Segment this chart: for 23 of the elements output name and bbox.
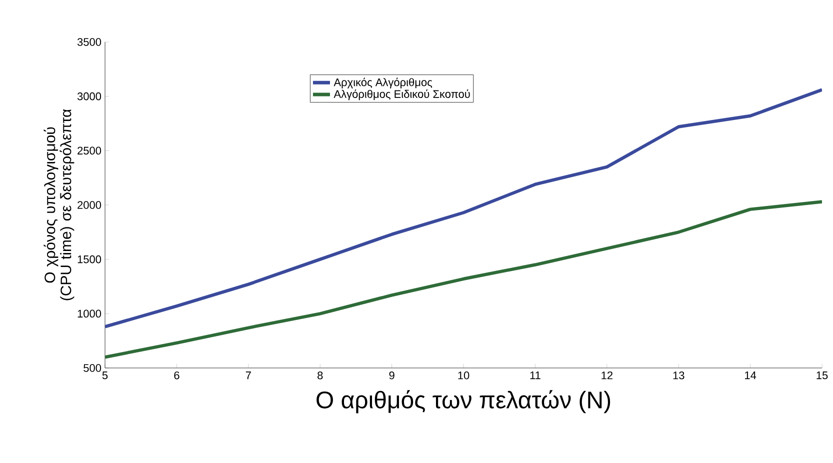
- legend-label: Αρχικός Αλγόριθμος: [334, 78, 432, 88]
- y-tick-label: 3500: [77, 38, 102, 46]
- y-tick-label: 1500: [78, 255, 102, 264]
- x-tick-label: 12: [602, 372, 612, 380]
- x-tick-label: 6: [174, 372, 180, 380]
- x-tick-label: 15: [816, 372, 828, 380]
- x-tick-label: 13: [673, 372, 684, 380]
- x-tick-label: 8: [318, 372, 323, 380]
- x-tick-label: 10: [458, 372, 470, 380]
- x-tick-label: 7: [246, 372, 251, 380]
- y-axis-title: Ο χρόνος υπολογισμού (CPU time) σε δευτερόλεπτα: [44, 109, 74, 300]
- x-tick-label: 5: [102, 372, 108, 380]
- y-tick-label: 3000: [77, 92, 102, 100]
- x-tick-label: 14: [745, 372, 756, 380]
- y-tick-label: 2500: [78, 146, 102, 155]
- y-tick-label: 1000: [78, 310, 102, 318]
- x-tick-label: 9: [389, 372, 394, 380]
- x-axis-title: Ο αριθμός των πελατών (N): [316, 390, 610, 414]
- y-tick-label: 500: [84, 364, 102, 372]
- x-tick-label: 11: [530, 372, 540, 380]
- y-tick-label: 2000: [78, 201, 102, 209]
- line-series: [105, 88, 822, 328]
- legend-label: Αλγόριθμος Ειδικού Σκοπού: [334, 90, 470, 100]
